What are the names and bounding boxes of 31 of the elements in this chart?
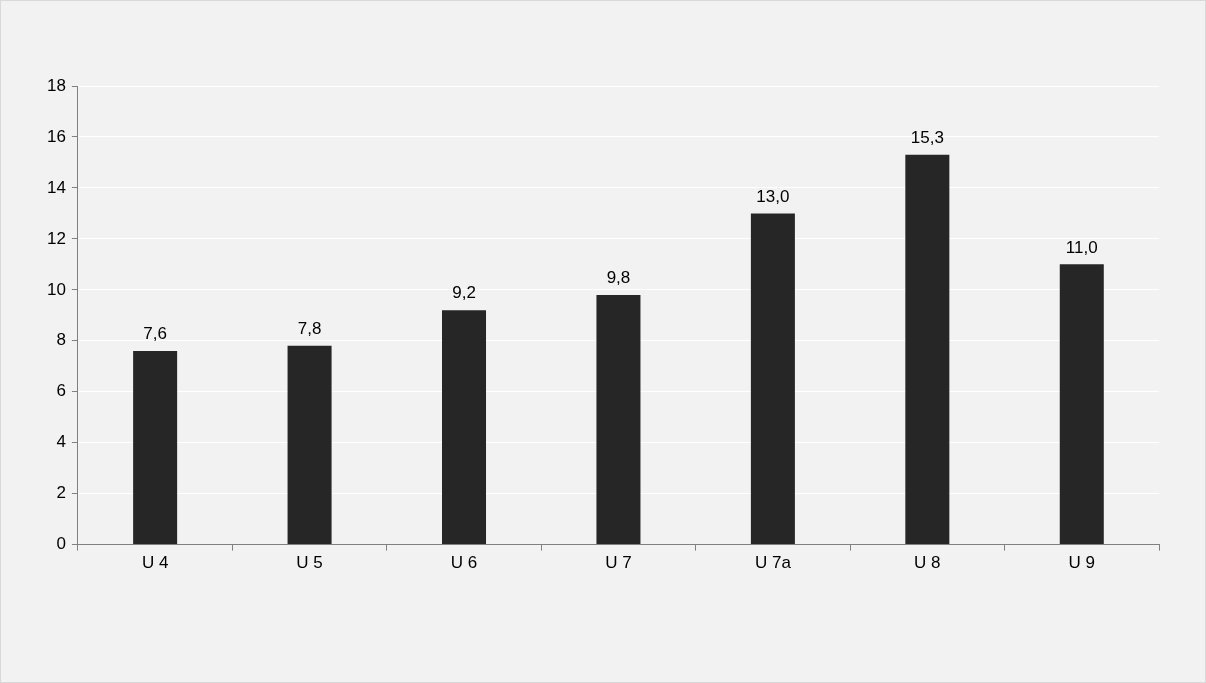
bar — [133, 350, 178, 545]
y-tick-label: 18 — [46, 75, 66, 95]
x-tick-label: U 8 — [914, 553, 941, 573]
bar — [442, 310, 487, 545]
y-tick-label: 14 — [46, 177, 66, 197]
y-tick-label: 12 — [46, 228, 66, 248]
bar — [1059, 264, 1104, 545]
data-label: 7,8 — [297, 319, 322, 339]
data-label: 15,3 — [910, 127, 944, 147]
y-tick-label: 2 — [56, 483, 66, 503]
y-tick-label: 8 — [56, 330, 66, 350]
bar — [596, 294, 641, 545]
x-tick-label: U 7a — [754, 553, 792, 573]
bar — [905, 154, 950, 545]
y-tick-label: 4 — [56, 432, 66, 452]
y-tick-label: 6 — [56, 381, 66, 401]
y-tick-label: 16 — [46, 126, 66, 146]
x-tick-label: U 9 — [1068, 553, 1096, 573]
data-label: 11,0 — [1065, 237, 1098, 257]
x-tick-label: U 4 — [141, 553, 169, 573]
data-label: 9,8 — [606, 268, 631, 288]
data-label: 7,6 — [143, 324, 167, 344]
bar — [750, 213, 795, 545]
x-tick-label: U 6 — [450, 553, 478, 573]
y-tick-label: 10 — [46, 279, 66, 299]
data-label: 9,2 — [452, 283, 476, 303]
x-tick-label: U 5 — [296, 553, 323, 573]
data-label: 13,0 — [756, 186, 790, 206]
y-tick-label: 0 — [56, 534, 66, 554]
bar — [287, 345, 332, 545]
x-tick-label: U 7 — [605, 553, 632, 573]
